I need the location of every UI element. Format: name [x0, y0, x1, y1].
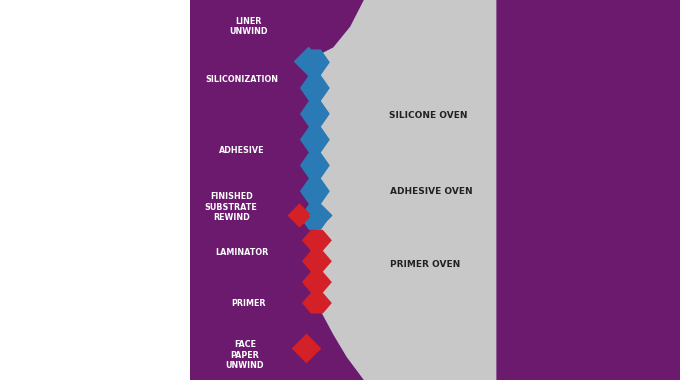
Point [303, 58, 313, 64]
Text: ADHESIVE OVEN: ADHESIVE OVEN [390, 187, 473, 196]
Polygon shape [190, 0, 680, 380]
Text: ADHESIVE: ADHESIVE [219, 146, 264, 155]
Polygon shape [315, 0, 496, 380]
Text: PRIMER: PRIMER [231, 299, 265, 309]
Text: SILICONIZATION: SILICONIZATION [205, 75, 278, 84]
Text: LAMINATOR: LAMINATOR [215, 248, 268, 257]
Text: FINISHED
SUBSTRATE
REWIND: FINISHED SUBSTRATE REWIND [205, 192, 258, 222]
Text: PRIMER OVEN: PRIMER OVEN [390, 260, 460, 269]
Text: LINER
UNWIND: LINER UNWIND [229, 17, 267, 36]
Point [301, 345, 311, 351]
Text: FACE
PAPER
UNWIND: FACE PAPER UNWIND [226, 340, 264, 370]
Point [294, 212, 305, 218]
Polygon shape [302, 230, 332, 314]
Polygon shape [300, 49, 330, 230]
Point [314, 212, 325, 218]
Text: SILICONE OVEN: SILICONE OVEN [389, 111, 468, 120]
